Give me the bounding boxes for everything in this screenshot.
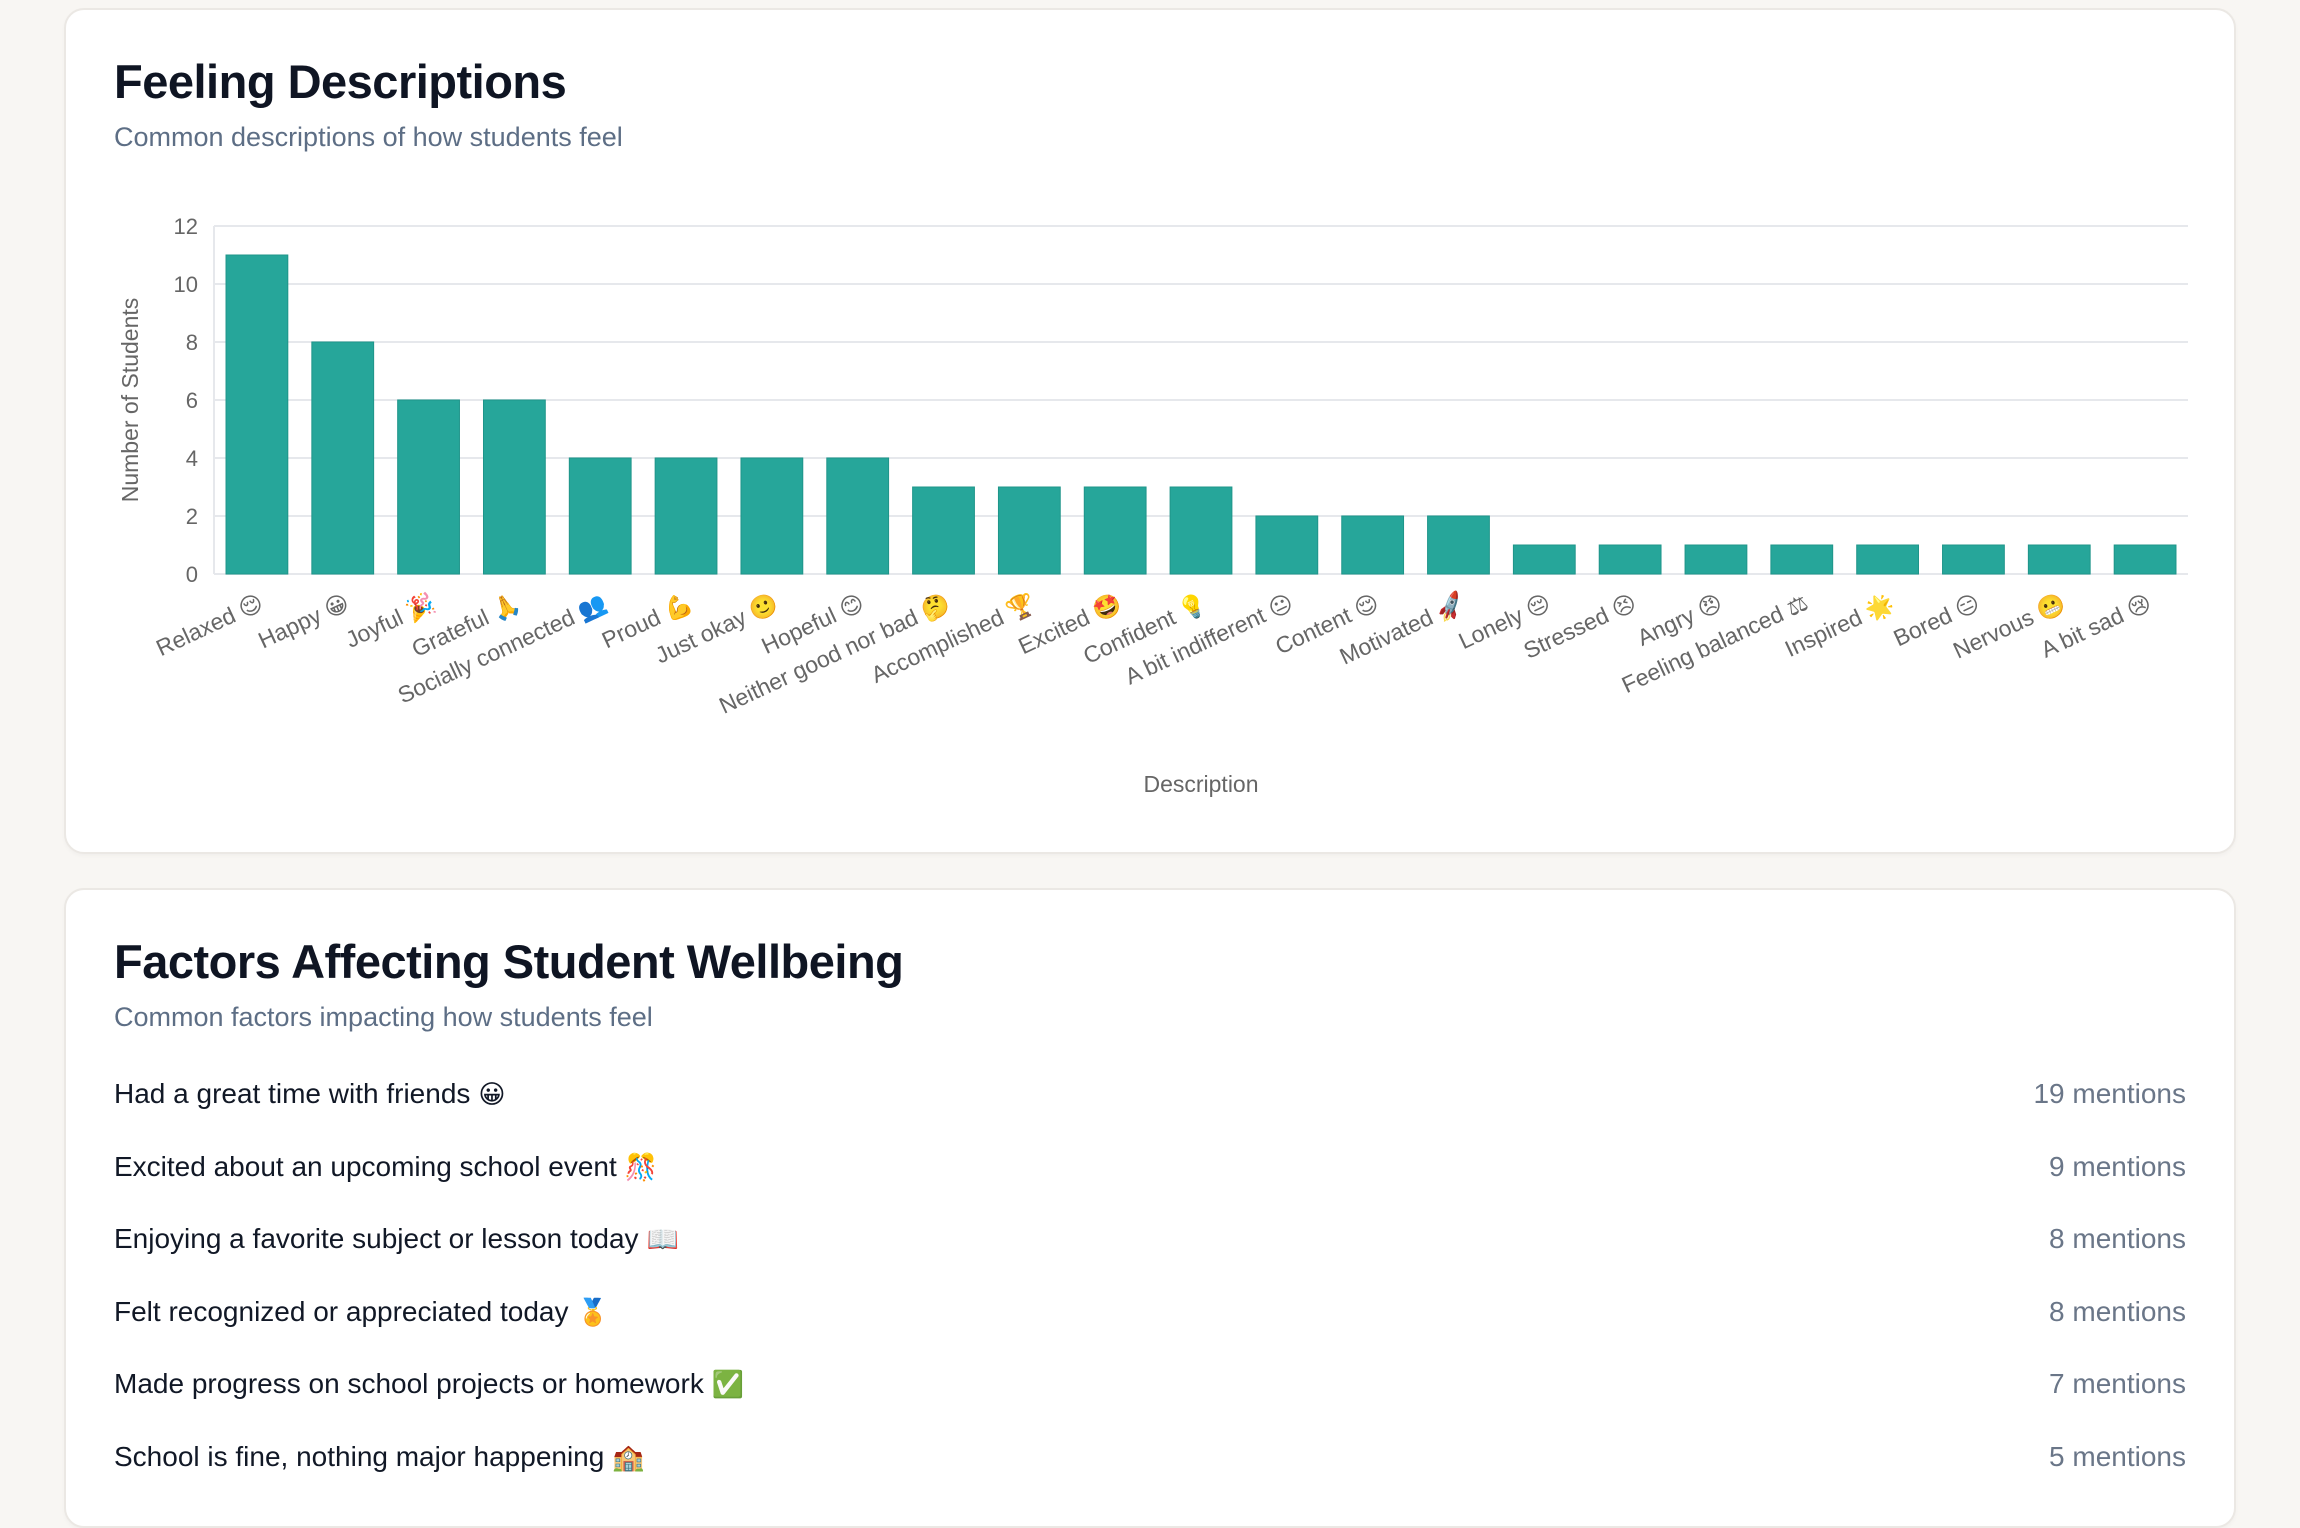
factor-emoji: 🎊: [624, 1152, 658, 1183]
y-tick-label: 6: [186, 388, 198, 413]
factor-count: 19 mentions: [2033, 1078, 2186, 1110]
bar: [1255, 515, 1319, 575]
factor-item: Enjoying a favorite subject or lesson to…: [114, 1203, 2186, 1276]
bar: [1684, 544, 1748, 575]
factor-label: Had a great time with friends: [114, 1078, 471, 1110]
bar: [397, 399, 460, 575]
card-title: Factors Affecting Student Wellbeing: [114, 935, 904, 988]
bar: [1598, 544, 1662, 575]
factor-label: Excited about an upcoming school event: [114, 1150, 617, 1182]
factor-label: Enjoying a favorite subject or lesson to…: [114, 1223, 639, 1255]
y-tick-label: 0: [186, 562, 198, 587]
bar: [1770, 544, 1834, 575]
factor-item: Excited about an upcoming school event 🎊 …: [114, 1131, 2186, 1204]
card-title: Feeling Descriptions: [114, 55, 567, 108]
bar: [1942, 544, 2005, 575]
y-axis-title: Number of Students: [117, 298, 143, 503]
y-tick-label: 10: [174, 272, 198, 297]
factor-label: Made progress on school projects or home…: [114, 1368, 704, 1400]
factor-emoji: ✅: [711, 1370, 745, 1401]
card-subtitle: Common factors impacting how students fe…: [114, 1002, 653, 1032]
bar: [1169, 486, 1233, 575]
factor-item: Had a great time with friends 😀 19 mentio…: [114, 1058, 2186, 1131]
factor-emoji: 😀: [478, 1080, 506, 1111]
bar: [997, 486, 1061, 575]
factor-item: Made progress on school projects or home…: [114, 1348, 2186, 1421]
factor-list: Had a great time with friends 😀 19 mentio…: [114, 1058, 2186, 1493]
y-tick-label: 2: [186, 504, 198, 529]
factor-count: 5 mentions: [2049, 1440, 2186, 1472]
bar: [1512, 544, 1576, 575]
bar: [2113, 544, 2177, 575]
x-tick-label: Happy 😀: [254, 589, 353, 653]
factor-count: 9 mentions: [2049, 1150, 2186, 1182]
bar: [740, 457, 804, 575]
factor-item: School is fine, nothing major happening 🏫…: [114, 1421, 2186, 1494]
bar: [482, 399, 546, 575]
factor-count: 7 mentions: [2049, 1368, 2186, 1400]
x-tick-label: Relaxed 😌: [152, 589, 267, 661]
y-tick-label: 4: [186, 446, 198, 471]
factor-emoji: 🏫: [612, 1442, 645, 1473]
x-axis-title: Description: [1143, 771, 1258, 797]
bar: [654, 457, 718, 575]
bar: [1856, 544, 1920, 575]
factor-label: School is fine, nothing major happening: [114, 1440, 605, 1472]
factor-label: Felt recognized or appreciated today: [114, 1295, 569, 1327]
bar: [1427, 515, 1490, 575]
bar: [568, 457, 632, 575]
bar: [826, 457, 890, 575]
bar: [225, 254, 289, 575]
bar: [2027, 544, 2091, 575]
bar: [1341, 515, 1405, 575]
bar: [311, 341, 375, 575]
y-tick-label: 12: [174, 214, 198, 239]
y-tick-label: 8: [186, 330, 198, 355]
factor-item: Felt recognized or appreciated today 🏅 8 …: [114, 1276, 2186, 1349]
card-subtitle: Common descriptions of how students feel: [114, 122, 623, 152]
bar: [912, 486, 975, 575]
wellbeing-factors-card: Factors Affecting Student Wellbeing Comm…: [64, 888, 2236, 1528]
bar: [1083, 486, 1147, 575]
factor-emoji: 📖: [646, 1225, 679, 1256]
factor-count: 8 mentions: [2049, 1223, 2186, 1255]
factor-count: 8 mentions: [2049, 1295, 2186, 1327]
feeling-descriptions-card: Feeling Descriptions Common descriptions…: [64, 8, 2236, 854]
factor-emoji: 🏅: [576, 1297, 609, 1328]
